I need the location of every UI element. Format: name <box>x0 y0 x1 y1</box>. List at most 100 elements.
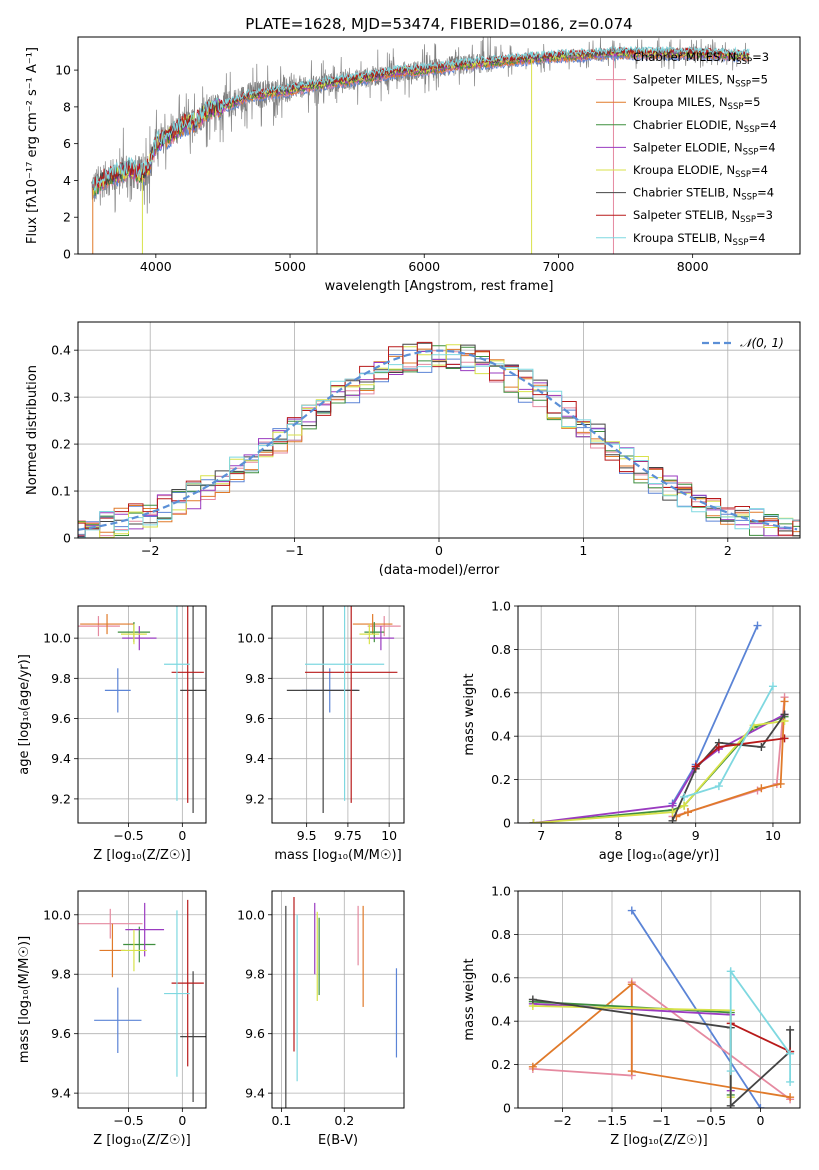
legend-label-value: =4 <box>751 163 768 177</box>
weight-marker <box>627 980 636 989</box>
x-tick-label: 10 <box>381 828 397 843</box>
legend-label-name: Kroupa STELIB, N <box>633 231 733 245</box>
weight-marker <box>714 782 723 791</box>
y-tick-label: 0 <box>503 1101 511 1116</box>
y-tick-label: 9.8 <box>51 967 71 982</box>
legend-label: Salpeter MILES, NSSP=5 <box>633 73 768 90</box>
y-tick-label: 10.0 <box>237 907 265 922</box>
y-tick-label: 9.8 <box>51 671 71 686</box>
weight-marker <box>528 1062 537 1071</box>
legend-label-sub: SSP <box>740 215 756 225</box>
x-tick-label: 9.75 <box>334 828 362 843</box>
x-axis-label: wavelength [Angstrom, rest frame] <box>325 279 554 294</box>
plot-area-spectrum <box>91 37 750 254</box>
x-tick-label: 4000 <box>140 259 172 274</box>
y-tick-label: 0 <box>63 247 71 262</box>
x-tick-label: −0.5 <box>113 828 143 843</box>
x-axis-label: (data-model)/error <box>379 563 500 578</box>
plot-spectrum: 4000 5000 6000 7000 8000 0 2 4 6 8 10 wavelength [A… <box>25 15 801 294</box>
y-tick-label: 0.2 <box>51 437 71 452</box>
legend-label-sub: SSP <box>733 238 749 248</box>
y-axis-label: Flux [fλ10⁻¹⁷ erg cm⁻² s⁻¹ A⁻¹] <box>25 47 40 244</box>
y-axis-label: mass [log₁₀(M/M☉)] <box>17 936 32 1063</box>
weight-marker <box>680 792 689 801</box>
legend-label: Salpeter STELIB, NSSP=3 <box>633 208 773 225</box>
plot-mass_vs_ebv: 0.1 0.2 9.4 9.6 9.8 10.0 E(B-V) <box>237 890 405 1148</box>
plot-area-residuals <box>78 341 800 538</box>
x-tick-label: 0 <box>178 1113 186 1128</box>
histogram-step-line <box>78 354 800 538</box>
histogram-step-line <box>78 342 800 538</box>
weight-marker <box>726 1101 735 1108</box>
plot-weight_vs_Z: −2 −1.5 −1 −0.5 0 0 0.2 0.4 0.6 0.8 1.0 Z [log₁₀(Z/… <box>462 884 801 1148</box>
weight-marker <box>786 1093 795 1102</box>
spectrum-model-line <box>92 45 750 193</box>
y-tick-label: 9.2 <box>245 791 265 806</box>
x-tick-label: 0 <box>435 543 443 558</box>
plot-age_vs_mass: 9.5 9.75 10 9.2 9.4 9.6 9.8 10.0 mass [log₁₀(M/M… <box>237 605 405 863</box>
y-tick-label: 0.2 <box>491 772 511 787</box>
weight-marker <box>786 1049 795 1058</box>
y-tick-label: 1.0 <box>491 884 511 899</box>
legend-label: Salpeter ELODIE, NSSP=4 <box>633 140 776 157</box>
weight-marker <box>756 1104 765 1108</box>
weight-line <box>532 982 791 1099</box>
legend-label-name: Chabrier ELODIE, N <box>633 118 744 132</box>
x-axis-label: age [log₁₀(age/yr)] <box>599 848 720 863</box>
chart-title: PLATE=1628, MJD=53474, FIBERID=0186, z=0… <box>245 15 632 33</box>
weight-marker <box>726 1067 735 1076</box>
y-tick-label: 0.4 <box>51 343 71 358</box>
weight-marker <box>529 819 538 823</box>
y-tick-label: 0 <box>503 816 511 831</box>
weight-marker <box>627 1067 636 1076</box>
weight-marker <box>776 779 785 788</box>
legend-label-value: =5 <box>743 95 760 109</box>
weight-marker <box>714 743 723 752</box>
gaussian-curve <box>78 349 798 531</box>
y-tick-label: 0.1 <box>51 484 71 499</box>
y-tick-label: 9.6 <box>245 711 265 726</box>
legend-label-name: Salpeter STELIB, N <box>633 208 740 222</box>
weight-marker <box>668 808 677 817</box>
weight-marker <box>786 1077 795 1086</box>
legend-label-sub: SSP <box>743 147 759 157</box>
y-tick-label: 4 <box>63 173 71 188</box>
x-tick-label: 5000 <box>274 259 306 274</box>
x-tick-label: 6000 <box>408 259 440 274</box>
legend-label-name: Salpeter ELODIE, N <box>633 140 743 154</box>
weight-marker <box>691 762 700 771</box>
y-axis-label: age [log₁₀(age/yr)] <box>17 654 32 775</box>
y-tick-label: 9.2 <box>51 791 71 806</box>
y-tick-label: 10.0 <box>237 631 265 646</box>
plot-area-mass_vs_ebv <box>285 896 398 1108</box>
weight-marker <box>753 621 762 630</box>
x-tick-label: 9.5 <box>297 828 317 843</box>
legend-label-value: =4 <box>748 231 765 245</box>
legend-label-sub: SSP <box>728 102 744 112</box>
legend-label: 𝒩(0, 1) <box>740 336 784 350</box>
y-tick-label: 9.8 <box>245 671 265 686</box>
y-tick-label: 9.4 <box>51 1086 71 1101</box>
histogram-step-line <box>78 341 800 536</box>
y-tick-label: 6 <box>63 136 71 151</box>
axes-frame <box>271 605 405 824</box>
weight-line <box>533 713 785 823</box>
weight-marker <box>780 710 789 719</box>
x-tick-label: −0.5 <box>696 1113 726 1128</box>
legend-label-value: =4 <box>759 140 776 154</box>
legend-label: Chabrier ELODIE, NSSP=4 <box>633 118 777 135</box>
y-tick-label: 0.6 <box>491 970 511 985</box>
weight-marker <box>683 808 692 817</box>
plot-residuals: −2 −1 0 1 2 0 0.1 0.2 0.3 0.4 (data-model)/error No… <box>25 321 801 578</box>
y-tick-label: 9.6 <box>51 1026 71 1041</box>
y-tick-label: 9.6 <box>245 1026 265 1041</box>
axes-frame <box>77 605 207 824</box>
legend-label: Kroupa MILES, NSSP=5 <box>633 95 760 112</box>
y-axis-label: Normed distribution <box>25 365 40 495</box>
weight-marker <box>786 1025 795 1034</box>
y-tick-label: 9.4 <box>245 1086 265 1101</box>
histogram-step-line <box>78 348 800 536</box>
x-tick-label: 10 <box>765 828 781 843</box>
x-tick-label: −1.5 <box>597 1113 627 1128</box>
weight-marker <box>668 816 677 823</box>
